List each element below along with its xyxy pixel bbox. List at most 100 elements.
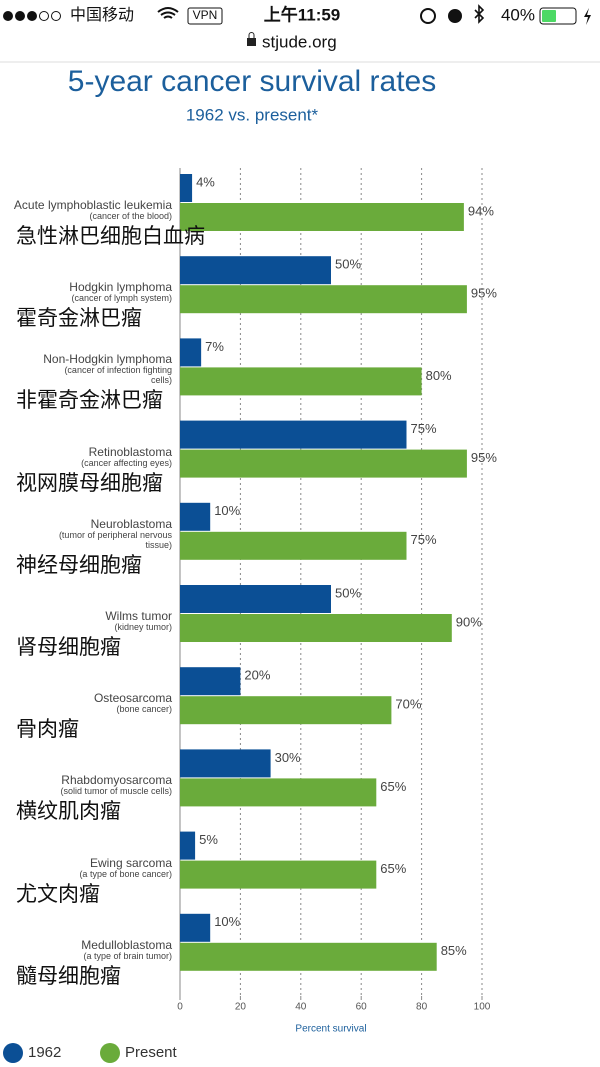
value-label: 10% [214, 914, 240, 929]
category-label: Acute lymphoblastic leukemia (cancer of t… [12, 199, 172, 221]
value-label: 50% [335, 257, 361, 272]
category-label: Rhabdomyosarcoma (solid tumor of muscle c… [12, 774, 172, 796]
wifi-icon [157, 7, 179, 19]
charging-icon [584, 8, 591, 25]
bar [180, 696, 392, 725]
category-name: Acute lymphoblastic leukemia [13, 198, 172, 212]
category-label: Medulloblastoma (a type of brain tumor) [12, 939, 172, 961]
category-chinese: 横纹肌肉瘤 [16, 799, 121, 824]
value-label: 75% [411, 532, 437, 547]
category-name: Medulloblastoma [81, 937, 172, 952]
bar [180, 531, 407, 560]
vpn: VPN [193, 8, 218, 22]
value-label: 5% [199, 832, 218, 847]
category-description: (a type of brain tumor) [83, 950, 172, 961]
category-description: (tumor of peripheral nervous tissue) [58, 529, 172, 550]
value-label: 65% [380, 779, 406, 794]
value-label: 65% [380, 861, 406, 876]
legend-swatch [100, 1043, 120, 1063]
category-chinese: 骨肉瘤 [16, 717, 79, 742]
value-label: 30% [275, 750, 301, 765]
url-lock [248, 32, 255, 38]
bar [180, 614, 452, 642]
bar [180, 285, 467, 314]
x-tick-label: 40 [295, 1002, 307, 1013]
category-name: Hodgkin lymphoma [69, 280, 172, 295]
bar [180, 256, 331, 285]
bar [180, 831, 196, 860]
category-description: (bone cancer) [116, 704, 172, 715]
x-tick-label: 60 [356, 1002, 368, 1013]
battery-icon [539, 7, 577, 25]
category-chinese: 尤文肉瘤 [16, 881, 100, 906]
battery-percent: 40% [501, 5, 535, 24]
bar [180, 420, 407, 449]
status-bar: 中国移动 VPN 上午11:59 40% stjude.org [0, 4, 600, 63]
url: stjude.org [262, 32, 337, 51]
category-label: Retinoblastoma (cancer affecting eyes) [12, 446, 172, 468]
value-label: 4% [196, 174, 215, 189]
category-description: (solid tumor of muscle cells) [60, 786, 172, 797]
signal-dot [27, 11, 37, 21]
category-description: (kidney tumor) [114, 622, 172, 632]
bar [180, 585, 331, 613]
category-description: (cancer of lymph system) [71, 293, 172, 304]
chart-subtitle: 1962 vs. present* [186, 105, 319, 124]
bar [180, 778, 377, 807]
category-name: Rhabdomyosarcoma [61, 773, 172, 788]
bar [180, 449, 467, 478]
x-axis-label: Percent survival [295, 1024, 366, 1035]
category-description: (cancer of the blood) [89, 211, 172, 221]
bluetooth-icon [474, 4, 485, 24]
category-chinese: 视网膜母细胞瘤 [16, 470, 163, 495]
value-label: 70% [395, 697, 421, 712]
category-chinese: 霍奇金淋巴瘤 [16, 306, 142, 331]
x-tick-label: 80 [416, 1002, 428, 1013]
bar [180, 667, 241, 696]
value-label: 85% [441, 943, 467, 958]
chart-title: 5-year cancer survival rates [68, 65, 436, 98]
url-lock [247, 38, 256, 46]
signal-dot [15, 11, 25, 21]
value-label: 95% [471, 286, 497, 301]
x-tick-label: 100 [474, 1002, 491, 1013]
category-description: (cancer of infection fighting cells) [64, 365, 172, 386]
value-label: 80% [426, 368, 452, 383]
value-label: 10% [214, 503, 240, 518]
bar [180, 913, 211, 942]
value-label: 95% [471, 450, 497, 465]
bar [180, 338, 202, 367]
bar [180, 942, 437, 971]
x-tick-label: 0 [177, 1002, 183, 1013]
value-label: 90% [456, 614, 482, 629]
bar [180, 203, 464, 231]
category-label: Neuroblastoma (tumor of peripheral nervou… [12, 518, 172, 550]
category-label: Ewing sarcoma (a type of bone cancer) [12, 857, 172, 879]
category-name: Ewing sarcoma [89, 855, 172, 870]
category-name: Neuroblastoma [90, 516, 172, 531]
category-name: Retinoblastoma [88, 444, 172, 459]
legend-label: Present [125, 1044, 178, 1061]
legend-swatch [3, 1043, 23, 1063]
bar [180, 749, 271, 778]
vpn-box [187, 7, 223, 25]
alarm-icon [448, 9, 462, 23]
category-chinese: 髓母细胞瘤 [16, 963, 121, 988]
lock-icon [420, 8, 436, 24]
signal-dot [39, 11, 49, 21]
carrier: 中国移动 [70, 6, 134, 24]
bar [180, 860, 377, 889]
value-label: 94% [468, 203, 494, 218]
bar [180, 367, 422, 396]
battery-level [542, 10, 556, 22]
value-label: 50% [335, 585, 361, 600]
value-label: 7% [205, 339, 224, 354]
bar [180, 174, 193, 202]
bar [180, 502, 211, 531]
category-label: Osteosarcoma (bone cancer) [12, 692, 172, 714]
x-tick-label: 20 [235, 1002, 247, 1013]
category-chinese: 肾母细胞瘤 [16, 635, 121, 659]
category-chinese: 急性淋巴细胞白血病 [16, 224, 205, 248]
category-name: Wilms tumor [105, 609, 172, 623]
